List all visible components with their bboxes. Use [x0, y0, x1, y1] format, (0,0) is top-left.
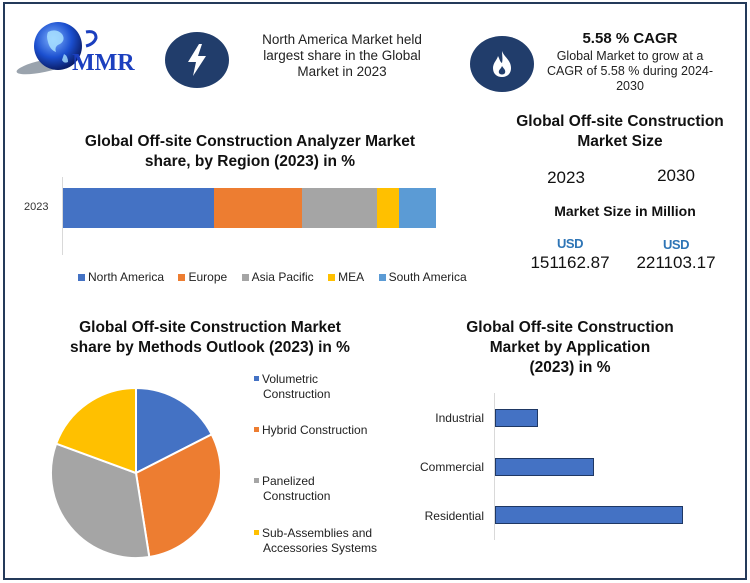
bar-segment-south-america [399, 188, 436, 228]
lightning-icon [188, 44, 206, 76]
value-end: 221103.17 [636, 253, 716, 272]
region-legend: North America Europe Asia Pacific MEA So… [78, 268, 498, 286]
mmr-logo: MMR [14, 18, 149, 78]
cagr-text: Global Market to grow at a CAGR of 5.58 … [546, 49, 714, 93]
currency-end: USD [663, 237, 689, 252]
bar-segment-europe [214, 188, 303, 228]
legend-south-america: South America [378, 270, 467, 284]
highlight-text: North America Market held largest share … [262, 32, 422, 79]
pie-slice-panelized [49, 442, 151, 560]
legend-mea: MEA [328, 270, 364, 284]
bar-industrial [495, 409, 538, 427]
infographic-frame [3, 2, 747, 580]
pie-slice-volumetric [135, 386, 214, 475]
legend-europe: Europe [178, 270, 227, 284]
methods-chart-title: Global Off-site Construction Market shar… [70, 319, 350, 356]
year-start: 2023 [547, 168, 585, 187]
globe-logo-icon: MMR [16, 22, 135, 76]
region-axis-line [62, 177, 63, 255]
legend-hybrid: Hybrid Construction [254, 423, 367, 438]
bar-segment-mea [377, 188, 400, 228]
currency-start: USD [557, 236, 583, 251]
bar-segment-asia-pacific [302, 188, 378, 228]
bar-commercial [495, 458, 594, 476]
methods-pie-chart [49, 386, 222, 560]
region-stacked-bar [63, 188, 436, 228]
flame-icon [493, 51, 511, 77]
pie-slice-hybrid [134, 433, 222, 559]
legend-sub-assemblies: Sub-Assemblies and Accessories Systems [254, 526, 377, 556]
pie-slice-sub-assemblies [54, 386, 137, 475]
legend-north-america: North America [78, 270, 164, 284]
legend-volumetric: Volumetric Construction [254, 372, 330, 402]
bar-residential [495, 506, 683, 524]
market-size-unit: Market Size in Million [554, 203, 696, 219]
label-industrial: Industrial [435, 411, 484, 425]
cagr-block: 5.58 % CAGR Global Market to grow at a C… [540, 30, 720, 94]
value-start: 151162.87 [530, 253, 610, 272]
legend-panelized: Panelized Construction [254, 474, 330, 504]
lightning-badge [165, 32, 229, 88]
region-chart-title: Global Off-site Construction Analyzer Ma… [84, 133, 416, 170]
label-residential: Residential [424, 509, 484, 523]
application-chart-title: Global Off-site Construction Market by A… [466, 319, 674, 376]
bar-segment-north-america [63, 188, 215, 228]
year-end: 2030 [657, 166, 695, 185]
label-commercial: Commercial [419, 460, 484, 474]
cagr-title: 5.58 % CAGR [582, 30, 678, 47]
region-y-label: 2023 [24, 201, 49, 213]
market-size-title: Global Off-site Construction Market Size [516, 113, 724, 150]
application-axis-line [494, 393, 495, 540]
legend-asia-pacific: Asia Pacific [241, 270, 314, 284]
svg-text:MMR: MMR [72, 50, 135, 76]
flame-badge [470, 36, 534, 92]
